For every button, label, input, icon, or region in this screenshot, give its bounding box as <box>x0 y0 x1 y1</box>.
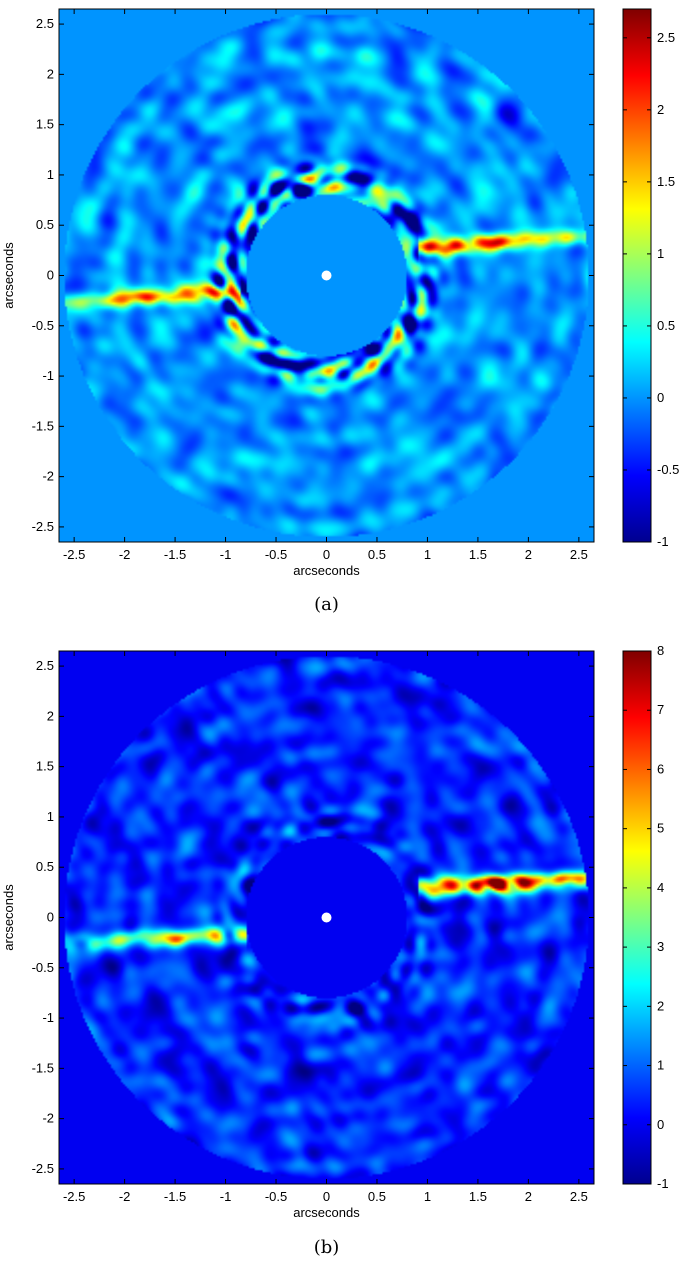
x-tick-label: 1 <box>424 547 431 562</box>
x-tick-label: 2 <box>525 547 532 562</box>
x-tick-label: -1.5 <box>164 1189 186 1204</box>
x-tick-label: -2.5 <box>63 1189 85 1204</box>
colorbar-tick-label: 1 <box>657 1058 664 1073</box>
x-tick-label: -2 <box>119 1189 131 1204</box>
y-tick-label: 2 <box>47 708 54 723</box>
colorbar-tick-label: 5 <box>657 821 664 836</box>
x-tick-label: 0.5 <box>368 547 386 562</box>
x-tick-label: -2 <box>119 547 131 562</box>
y-tick-label: -2.5 <box>32 519 54 534</box>
x-tick-label: 1 <box>424 1189 431 1204</box>
x-tick-label: 2.5 <box>570 1189 588 1204</box>
y-tick-label: 1 <box>47 809 54 824</box>
x-tick-label: -1.5 <box>164 547 186 562</box>
colorbar-tick-label: 0 <box>657 390 664 405</box>
x-tick-label: 0 <box>323 547 330 562</box>
colorbar-a-ticks: 2.5 2 1.5 1 0.5 0 -0.5 -1 <box>623 30 679 549</box>
y-tick-label: -2.5 <box>32 1161 54 1176</box>
y-tick-label: -1 <box>42 1010 54 1025</box>
colorbar-tick-label: 6 <box>657 761 664 776</box>
colorbar-tick-label: 1 <box>657 246 664 261</box>
colorbar-b-ticks: 8 7 6 5 4 3 2 1 0 -1 <box>623 643 669 1191</box>
y-tick-label: -1.5 <box>32 418 54 433</box>
y-axis-label-b: arcseconds <box>1 884 16 951</box>
panel-label-b: (b) <box>314 1237 340 1258</box>
y-tick-label: 2.5 <box>36 16 54 31</box>
colorbar-tick-label: 2 <box>657 998 664 1013</box>
colorbar-tick-label: -1 <box>657 534 669 549</box>
colorbar-a <box>622 8 652 543</box>
x-tick-label: -1 <box>220 547 232 562</box>
x-axis-label-b: arcseconds <box>293 1205 360 1220</box>
x-tick-label: 0 <box>323 1189 330 1204</box>
panel-label-a: (a) <box>314 594 339 615</box>
y-tick-label: -0.5 <box>32 960 54 975</box>
x-tick-label: 2.5 <box>570 547 588 562</box>
colorbar-b <box>622 650 652 1185</box>
y-tick-label: 0 <box>47 268 54 283</box>
y-tick-label: -1.5 <box>32 1060 54 1075</box>
x-axis-ticks-a: -2.5 -2 -1.5 -1 -0.5 0 0.5 1 1.5 2 2.5 <box>63 9 588 562</box>
colorbar-tick-label: -1 <box>657 1176 669 1191</box>
colorbar-tick-label: 2 <box>657 102 664 117</box>
y-axis-ticks-a: 2.5 2 1.5 1 0.5 0 -0.5 -1 -1.5 -2 -2.5 <box>32 16 594 534</box>
colorbar-tick-label: 4 <box>657 880 664 895</box>
y-tick-label: 0.5 <box>36 859 54 874</box>
star-marker-b <box>321 912 332 923</box>
y-tick-label: 2 <box>47 66 54 81</box>
y-tick-label: 0 <box>47 910 54 925</box>
star-marker-a <box>321 270 332 281</box>
x-tick-label: 2 <box>525 1189 532 1204</box>
x-tick-label: 1.5 <box>469 547 487 562</box>
x-tick-label: -2.5 <box>63 547 85 562</box>
x-tick-label: -0.5 <box>265 547 287 562</box>
colorbar-tick-label: 0.5 <box>657 318 675 333</box>
y-tick-label: -0.5 <box>32 318 54 333</box>
colorbar-tick-label: 3 <box>657 939 664 954</box>
x-axis-ticks-b: -2.5 -2 -1.5 -1 -0.5 0 0.5 1 1.5 2 2.5 <box>63 651 588 1204</box>
panel-a: -2.5 -2 -1.5 -1 -0.5 0 0.5 1 1.5 2 2.5 2.5 2 1.5 1 0.5… <box>1 8 679 615</box>
x-axis-label-a: arcseconds <box>293 563 360 578</box>
y-tick-label: -2 <box>42 469 54 484</box>
y-axis-ticks-b: 2.5 2 1.5 1 0.5 0 -0.5 -1 -1.5 -2 -2.5 <box>32 658 594 1176</box>
y-tick-label: -2 <box>42 1111 54 1126</box>
colorbar-tick-label: 7 <box>657 702 664 717</box>
y-axis-label-a: arcseconds <box>1 242 16 309</box>
x-tick-label: 1.5 <box>469 1189 487 1204</box>
y-tick-label: 1.5 <box>36 117 54 132</box>
y-tick-label: 1 <box>47 167 54 182</box>
colorbar-tick-label: 0 <box>657 1117 664 1132</box>
colorbar-tick-label: -0.5 <box>657 462 679 477</box>
y-tick-label: -1 <box>42 368 54 383</box>
y-tick-label: 1.5 <box>36 759 54 774</box>
y-tick-label: 0.5 <box>36 217 54 232</box>
panel-b: -2.5 -2 -1.5 -1 -0.5 0 0.5 1 1.5 2 2.5 2.5 2 1.5 1 0.5… <box>1 643 669 1258</box>
x-tick-label: -0.5 <box>265 1189 287 1204</box>
x-tick-label: 0.5 <box>368 1189 386 1204</box>
y-tick-label: 2.5 <box>36 658 54 673</box>
colorbar-tick-label: 8 <box>657 643 664 658</box>
colorbar-tick-label: 1.5 <box>657 174 675 189</box>
x-tick-label: -1 <box>220 1189 232 1204</box>
colorbar-tick-label: 2.5 <box>657 30 675 45</box>
